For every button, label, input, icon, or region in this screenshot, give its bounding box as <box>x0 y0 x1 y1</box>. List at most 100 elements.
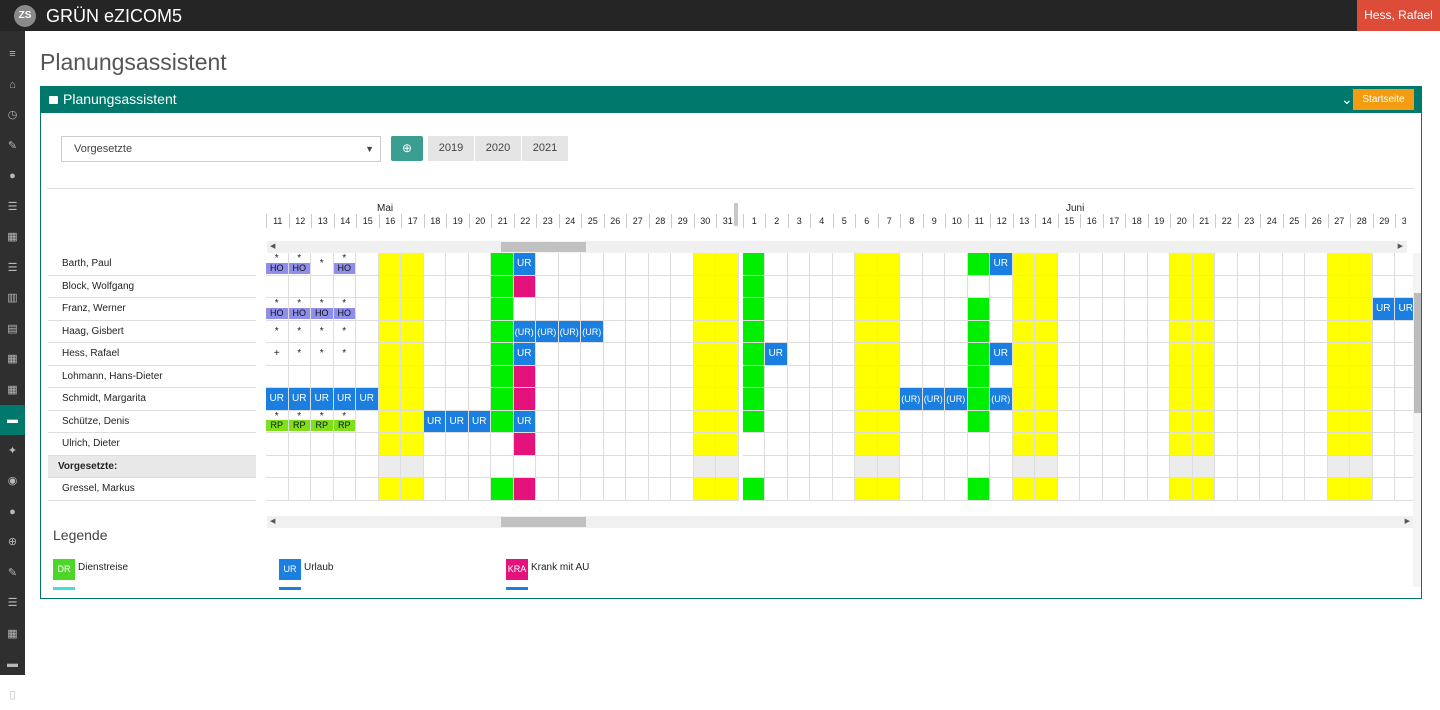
day-cell[interactable] <box>742 253 765 276</box>
day-cell[interactable] <box>990 298 1013 321</box>
day-cell[interactable] <box>855 253 878 276</box>
day-cell[interactable] <box>1080 365 1103 388</box>
employee-name[interactable]: Schmidt, Margarita <box>48 388 256 411</box>
day-cell[interactable] <box>648 478 671 501</box>
day-cell[interactable] <box>693 455 716 478</box>
day-cell[interactable] <box>922 365 945 388</box>
day-cell[interactable] <box>468 478 491 501</box>
day-cell[interactable] <box>922 275 945 298</box>
day-cell[interactable] <box>990 275 1013 298</box>
day-cell[interactable] <box>765 478 788 501</box>
day-cell[interactable] <box>513 455 536 478</box>
day-cell[interactable] <box>1057 343 1080 366</box>
day-cell[interactable] <box>536 433 559 456</box>
day-cell[interactable] <box>945 343 968 366</box>
day-cell[interactable] <box>1080 455 1103 478</box>
day-cell[interactable] <box>877 253 900 276</box>
day-cell[interactable] <box>536 455 559 478</box>
day-cell[interactable] <box>1035 365 1058 388</box>
day-cell[interactable]: UR <box>1372 298 1395 321</box>
day-cell[interactable] <box>401 343 424 366</box>
day-cell[interactable] <box>693 320 716 343</box>
day-cell[interactable] <box>810 455 833 478</box>
day-cell[interactable] <box>1237 320 1260 343</box>
day-cell[interactable] <box>1237 433 1260 456</box>
day-cell[interactable] <box>491 298 514 321</box>
day-cell[interactable] <box>1215 410 1238 433</box>
day-cell[interactable] <box>1305 433 1328 456</box>
day-cell[interactable]: (UR) <box>581 320 604 343</box>
day-cell[interactable] <box>558 388 581 411</box>
day-cell[interactable] <box>1057 388 1080 411</box>
day-cell[interactable] <box>922 343 945 366</box>
day-cell[interactable] <box>990 365 1013 388</box>
day-cell[interactable] <box>513 433 536 456</box>
day-cell[interactable] <box>1147 388 1170 411</box>
day-cell[interactable] <box>742 388 765 411</box>
day-cell[interactable] <box>1102 343 1125 366</box>
day-cell[interactable] <box>1147 275 1170 298</box>
day-cell[interactable] <box>288 365 311 388</box>
group-select[interactable]: Vorgesetzte ▼ <box>61 136 381 162</box>
day-cell[interactable] <box>671 320 694 343</box>
day-cell[interactable] <box>288 478 311 501</box>
day-cell[interactable] <box>1012 388 1035 411</box>
day-cell[interactable] <box>765 388 788 411</box>
day-cell[interactable] <box>1125 365 1148 388</box>
day-cell[interactable] <box>626 275 649 298</box>
day-cell[interactable] <box>787 478 810 501</box>
day-cell[interactable] <box>877 275 900 298</box>
day-cell[interactable] <box>877 298 900 321</box>
day-cell[interactable] <box>1125 388 1148 411</box>
day-cell[interactable] <box>693 388 716 411</box>
day-cell[interactable] <box>990 320 1013 343</box>
info-icon[interactable]: ● <box>9 170 16 182</box>
day-cell[interactable] <box>446 433 469 456</box>
day-cell[interactable] <box>967 298 990 321</box>
day-cell[interactable] <box>1372 478 1395 501</box>
briefcase-icon[interactable]: ▬ <box>7 658 18 670</box>
table-icon[interactable]: ▦ <box>7 627 18 640</box>
day-cell[interactable] <box>648 410 671 433</box>
day-cell[interactable] <box>446 298 469 321</box>
day-cell[interactable] <box>1080 320 1103 343</box>
day-cell[interactable] <box>1170 478 1193 501</box>
day-cell[interactable] <box>1327 253 1350 276</box>
day-cell[interactable]: UR <box>513 343 536 366</box>
day-cell[interactable] <box>1395 253 1413 276</box>
day-cell[interactable] <box>446 320 469 343</box>
day-cell[interactable] <box>922 253 945 276</box>
day-cell[interactable] <box>513 275 536 298</box>
day-cell[interactable] <box>1395 478 1413 501</box>
year-button-2021[interactable]: 2021 <box>522 136 568 161</box>
year-button-2019[interactable]: 2019 <box>428 136 474 161</box>
day-cell[interactable] <box>1282 433 1305 456</box>
day-cell[interactable] <box>1057 253 1080 276</box>
day-cell[interactable] <box>1035 455 1058 478</box>
day-cell[interactable] <box>945 253 968 276</box>
day-cell[interactable] <box>1057 433 1080 456</box>
day-cell[interactable] <box>1260 320 1283 343</box>
day-cell[interactable] <box>1215 275 1238 298</box>
day-cell[interactable] <box>311 275 334 298</box>
day-cell[interactable] <box>1057 455 1080 478</box>
day-cell[interactable] <box>536 253 559 276</box>
day-cell[interactable] <box>648 365 671 388</box>
day-cell[interactable] <box>648 275 671 298</box>
day-cell[interactable] <box>1372 343 1395 366</box>
day-cell[interactable] <box>1305 388 1328 411</box>
day-cell[interactable] <box>1237 478 1260 501</box>
day-cell[interactable] <box>1260 410 1283 433</box>
day-cell[interactable] <box>1080 388 1103 411</box>
day-cell[interactable] <box>1260 253 1283 276</box>
day-cell[interactable] <box>877 455 900 478</box>
day-cell[interactable] <box>922 433 945 456</box>
day-cell[interactable] <box>967 433 990 456</box>
day-cell[interactable] <box>333 365 356 388</box>
day-cell[interactable] <box>378 298 401 321</box>
day-cell[interactable]: * <box>311 343 334 366</box>
day-cell[interactable]: * RP <box>266 410 289 433</box>
day-cell[interactable] <box>378 275 401 298</box>
day-cell[interactable] <box>266 275 289 298</box>
day-cell[interactable] <box>832 343 855 366</box>
